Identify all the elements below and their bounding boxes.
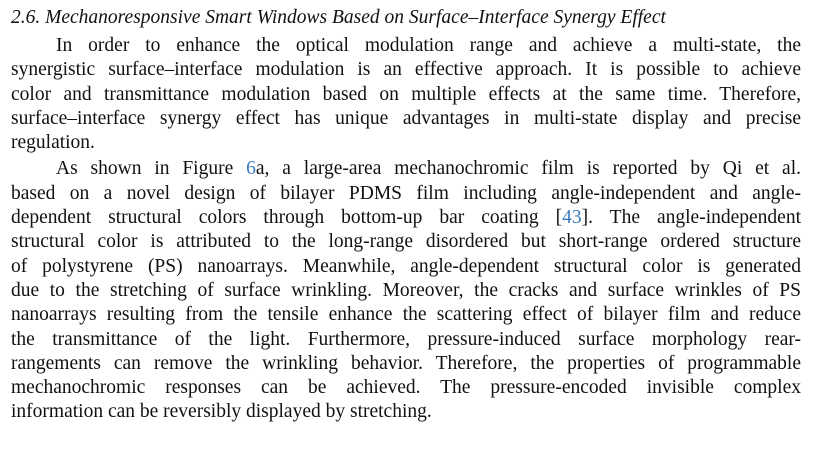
document-page: 2.6. Mechanoresponsive Smart Windows Bas…	[11, 6, 801, 425]
text-line: structural color is attributed to the lo…	[11, 231, 801, 253]
text-line: color and transmittance modulation based…	[11, 83, 801, 105]
text-line: synergistic surface–interface modulation…	[11, 59, 801, 81]
text-span: a, a large-area mechanochromic film is r…	[255, 158, 801, 180]
paragraph-1: In order to enhance the optical modulati…	[11, 34, 801, 155]
reference-link[interactable]: 43	[562, 207, 582, 229]
text-line: regulation.	[11, 132, 95, 154]
text-line: of polystyrene (PS) nanoarrays. Meanwhil…	[11, 255, 801, 277]
paragraph-2: As shown in Figure 6a, a large-area mech…	[11, 157, 801, 424]
text-line: mechanochromic responses can be achieved…	[11, 377, 801, 399]
text-line: rangements can remove the wrinkling beha…	[11, 352, 801, 374]
text-line: based on a novel design of bilayer PDMS …	[11, 182, 801, 204]
text-line: As shown in Figure 6a, a large-area mech…	[11, 157, 801, 181]
section-heading: 2.6. Mechanoresponsive Smart Windows Bas…	[11, 7, 666, 28]
text-line: information can be reversibly displayed …	[11, 401, 432, 423]
text-span: ]. The angle-independent	[581, 207, 801, 229]
text-line: due to the stretching of surface wrinkli…	[11, 279, 801, 301]
text-span: dependent structural colors through bott…	[11, 207, 563, 229]
text-line: dependent structural colors through bott…	[11, 206, 801, 230]
text-line: surface–interface synergy effect has uni…	[11, 107, 801, 129]
text-span: As shown in Figure	[56, 158, 247, 180]
text-line: the transmittance of the light. Furtherm…	[11, 328, 801, 350]
text-line: nanoarrays resulting from the tensile en…	[11, 304, 801, 326]
text-line: In order to enhance the optical modulati…	[56, 35, 801, 56]
figure-link[interactable]: 6	[246, 158, 256, 180]
